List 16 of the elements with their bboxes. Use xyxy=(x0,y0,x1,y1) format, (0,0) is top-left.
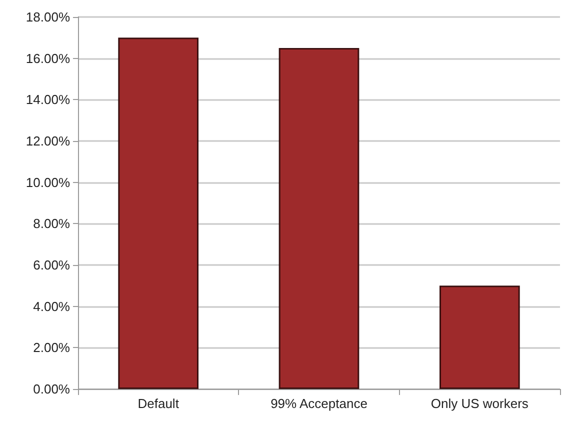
x-tick-label: 99% Acceptance xyxy=(270,396,368,411)
y-tick-label: 14.00% xyxy=(26,92,70,108)
x-tick-label: Default xyxy=(138,396,180,411)
y-tick-label: 8.00% xyxy=(33,216,70,232)
y-tick-label: 10.00% xyxy=(26,174,70,190)
bar xyxy=(118,38,198,389)
bar xyxy=(440,286,520,389)
y-tick-label: 4.00% xyxy=(33,298,70,314)
y-tick-label: 12.00% xyxy=(26,134,70,148)
x-tick-label: Only US workers xyxy=(430,396,529,411)
y-tick-label: 2.00% xyxy=(33,340,70,356)
y-tick-label: 18.00% xyxy=(26,10,70,24)
y-tick-label: 6.00% xyxy=(33,258,70,272)
bar xyxy=(278,48,360,389)
y-tick-label: 0.00% xyxy=(33,382,70,396)
y-tick-label: 16.00% xyxy=(26,50,70,66)
